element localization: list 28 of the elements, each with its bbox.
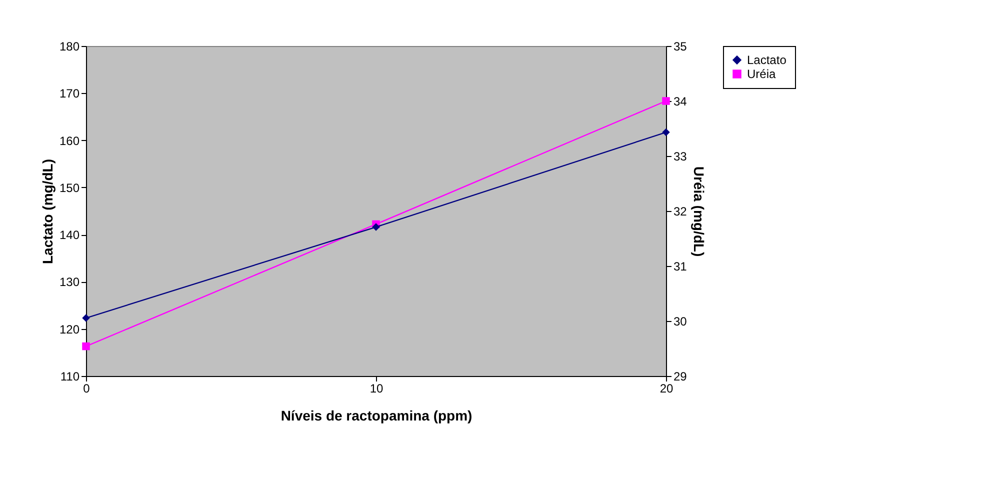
y2-tick-label: 29 xyxy=(674,370,688,384)
legend-label: Lactato xyxy=(747,53,787,67)
y2-tick-label: 32 xyxy=(674,204,688,218)
point xyxy=(82,314,90,322)
y2-tick-label: 34 xyxy=(674,94,688,108)
y2-axis-title: Uréia (mg/dL) xyxy=(690,166,707,257)
y-tick-label: 130 xyxy=(59,275,80,290)
y-tick-label: 180 xyxy=(59,40,80,54)
y-tick-label: 160 xyxy=(59,134,80,148)
point xyxy=(372,223,380,231)
point xyxy=(662,128,670,136)
y2-tick-label: 35 xyxy=(674,40,688,54)
y-axis-title: Lactato (mg/dL) xyxy=(39,159,56,264)
x-axis-title: Níveis de ractopamina (ppm) xyxy=(280,408,472,424)
legend-label: Uréia xyxy=(747,67,776,81)
point xyxy=(662,97,670,105)
point xyxy=(82,342,90,350)
y-tick-label: 110 xyxy=(60,370,80,384)
x-tick-label: 20 xyxy=(660,382,674,396)
y2-tick-label: 31 xyxy=(674,260,688,274)
y2-tick-label: 33 xyxy=(674,150,688,164)
y-tick-label: 140 xyxy=(59,228,80,242)
y-tick-label: 150 xyxy=(59,180,80,195)
y-tick-label: 170 xyxy=(59,86,80,101)
x-tick-label: 0 xyxy=(83,382,90,396)
y2-tick-label: 30 xyxy=(674,314,688,328)
y-tick-label: 120 xyxy=(59,322,80,336)
x-tick-label: 10 xyxy=(370,382,384,396)
